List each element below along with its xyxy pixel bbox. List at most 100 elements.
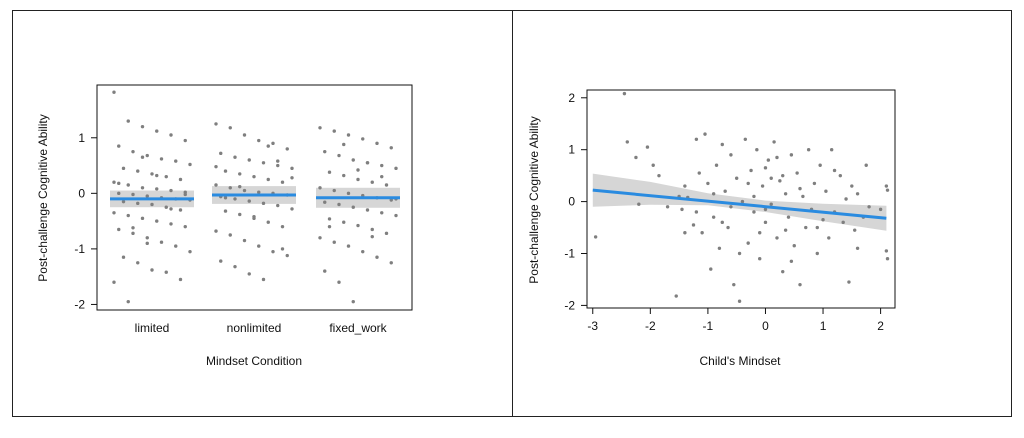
- data-point: [140, 216, 145, 221]
- data-point: [318, 236, 322, 240]
- data-point: [375, 141, 379, 146]
- data-point: [155, 129, 159, 133]
- confidence-band: [592, 173, 887, 231]
- data-point: [238, 172, 242, 176]
- data-point: [758, 256, 762, 261]
- data-point: [169, 188, 173, 193]
- y-tick-label: -1: [564, 247, 575, 261]
- data-point: [634, 155, 638, 160]
- data-point: [795, 171, 799, 175]
- data-point: [112, 180, 116, 184]
- data-point: [214, 183, 218, 187]
- data-point: [247, 158, 251, 162]
- data-point: [323, 149, 327, 154]
- data-point: [276, 163, 280, 168]
- data-point: [729, 205, 733, 209]
- data-point: [327, 170, 332, 174]
- data-point: [117, 191, 121, 196]
- data-point: [150, 268, 154, 272]
- data-point: [706, 181, 710, 186]
- data-point: [885, 188, 890, 192]
- data-point: [247, 272, 251, 276]
- data-point: [622, 91, 627, 96]
- data-point: [380, 174, 384, 179]
- y-tick-label: 1: [78, 131, 85, 145]
- x-tick-label: -3: [587, 319, 598, 333]
- data-point: [178, 208, 183, 212]
- panel-divider: [512, 10, 513, 417]
- data-point: [257, 138, 261, 143]
- data-point: [131, 192, 135, 197]
- data-point: [174, 159, 178, 163]
- data-point: [841, 220, 845, 225]
- y-tick-label: -1: [74, 242, 85, 256]
- data-point: [228, 186, 232, 190]
- data-point: [384, 231, 389, 236]
- data-point: [683, 184, 687, 188]
- data-point: [711, 192, 716, 196]
- data-point: [700, 231, 704, 235]
- data-point: [223, 169, 228, 173]
- data-point: [159, 240, 164, 244]
- data-point: [174, 244, 178, 248]
- data-point: [769, 202, 773, 206]
- data-point: [789, 259, 794, 263]
- data-point: [746, 241, 750, 245]
- data-point: [117, 181, 121, 186]
- data-point: [734, 176, 739, 180]
- data-point: [370, 234, 374, 239]
- data-point: [729, 153, 733, 157]
- data-point: [380, 211, 384, 215]
- data-point: [798, 186, 802, 191]
- y-tick-label: 0: [568, 195, 575, 209]
- data-point: [183, 224, 187, 229]
- data-point: [257, 190, 261, 194]
- data-point: [266, 220, 270, 224]
- data-point: [332, 240, 336, 244]
- data-point: [365, 208, 370, 212]
- data-point: [214, 122, 218, 126]
- data-point: [280, 224, 285, 229]
- plot-area-border: [586, 89, 896, 309]
- data-point: [140, 186, 145, 190]
- data-point: [155, 187, 159, 191]
- data-point: [327, 224, 332, 229]
- data-point: [384, 183, 389, 187]
- y-tick-label: -2: [74, 297, 85, 311]
- fit-lines: [110, 193, 400, 201]
- ci-band: [592, 173, 887, 231]
- x-tick-label: -2: [645, 319, 656, 333]
- data-point: [665, 205, 670, 209]
- data-point: [783, 192, 788, 196]
- data-point: [188, 162, 192, 167]
- data-point: [781, 173, 785, 178]
- data-point: [276, 203, 280, 208]
- data-point: [271, 141, 275, 146]
- data-point: [280, 180, 285, 184]
- data-point: [261, 161, 266, 165]
- data-point: [867, 205, 871, 209]
- data-point: [183, 192, 187, 197]
- data-point: [375, 255, 379, 259]
- data-point: [252, 174, 256, 179]
- data-point: [694, 137, 699, 142]
- plot-area-border: [96, 84, 413, 311]
- data-point: [625, 140, 629, 144]
- y-axis: -2 -1 0 1 2: [564, 91, 587, 312]
- data-point: [792, 244, 796, 248]
- data-point: [720, 220, 724, 225]
- x-tick-label: 2: [877, 319, 884, 333]
- panel-childs-mindset: -2 -1 0 1 2 -3 -2 -1 0 1 2 Child's Mindset Post-c…: [527, 89, 896, 368]
- data-point: [743, 137, 748, 142]
- data-point: [121, 166, 126, 171]
- y-tick-label: 1: [568, 143, 575, 157]
- data-point: [159, 157, 164, 161]
- data-point: [884, 184, 889, 188]
- x-axis-title: Mindset Condition: [206, 354, 302, 368]
- data-point: [694, 210, 699, 214]
- data-point: [651, 163, 655, 167]
- data-point: [117, 144, 121, 148]
- data-point: [261, 201, 266, 206]
- data-point: [117, 227, 121, 232]
- data-point: [806, 147, 811, 152]
